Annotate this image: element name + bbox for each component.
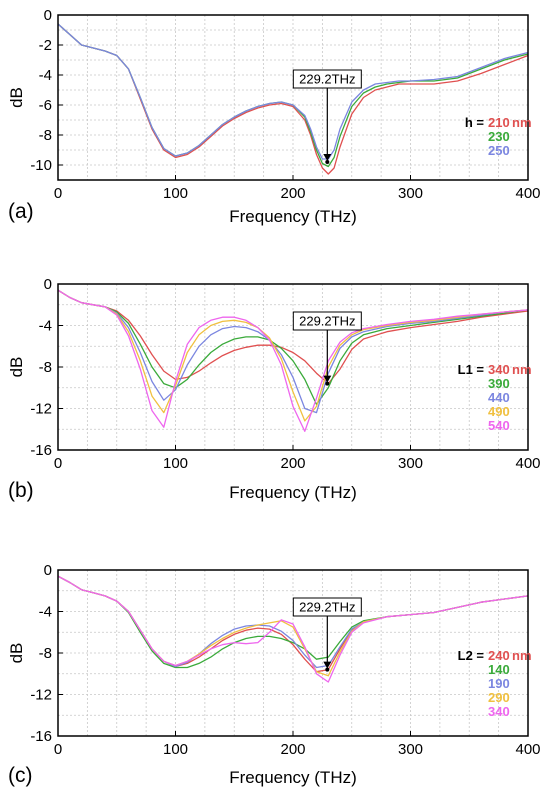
- y-tick-label: -8: [39, 359, 52, 376]
- x-axis-label: Frequency (THz): [229, 207, 357, 226]
- x-axis-label: Frequency (THz): [229, 768, 357, 787]
- y-axis-label: dB: [7, 643, 26, 664]
- legend-entry-490: 490: [488, 404, 510, 419]
- y-tick-label: -12: [30, 687, 52, 704]
- y-tick-label: -8: [39, 127, 52, 144]
- x-tick-label: 100: [163, 741, 188, 758]
- legend-entry-250: 250: [488, 143, 510, 158]
- chart-panel-3: 0 100 200 300 400 0 -4 -8 -12 -16 Frequency (THz) d…: [7, 562, 541, 787]
- y-tick-label: -10: [30, 157, 52, 174]
- x-tick-label: 100: [163, 455, 188, 472]
- y-axis-label: dB: [7, 357, 26, 378]
- y-tick-label: 0: [44, 7, 52, 24]
- x-tick-label: 0: [54, 741, 62, 758]
- legend-entry-140: 140: [488, 662, 510, 677]
- panel-label: (c): [8, 764, 33, 787]
- series-line-540: [57, 289, 529, 432]
- series-line-340: [57, 575, 529, 683]
- y-tick-label: -4: [39, 318, 52, 335]
- annotation-arrowhead: [323, 661, 332, 669]
- annotation-label: 229.2THz: [299, 600, 355, 615]
- legend-entry-290: 290: [488, 690, 510, 705]
- annotation-label: 229.2THz: [299, 72, 355, 87]
- x-tick-label: 0: [54, 455, 62, 472]
- annotation-label: 229.2THz: [299, 314, 355, 329]
- legend-entry-340: 340: [488, 362, 510, 377]
- x-axis-label: Frequency (THz): [229, 483, 357, 502]
- annotation-point: [325, 160, 330, 164]
- x-tick-label: 200: [280, 741, 305, 758]
- x-tick-label: 0: [54, 185, 62, 202]
- legend-entry-390: 390: [488, 376, 510, 391]
- series-line-440: [57, 289, 529, 414]
- y-tick-label: 0: [44, 276, 52, 293]
- series-line-250: [57, 23, 529, 160]
- x-tick-label: 300: [398, 455, 423, 472]
- legend-param: h =: [465, 115, 485, 130]
- x-tick-label: 100: [163, 185, 188, 202]
- x-tick-label: 200: [280, 185, 305, 202]
- chart-panel-1: 0 100 200 300 400 0 -2 -4 -6 -8 -10 Frequency (THz)…: [7, 7, 541, 226]
- y-tick-label: -12: [30, 401, 52, 418]
- legend-unit: nm: [512, 362, 532, 377]
- x-tick-label: 300: [398, 185, 423, 202]
- panel-label: (b): [8, 479, 34, 502]
- series-line-390: [57, 289, 529, 406]
- x-tick-label: 200: [280, 455, 305, 472]
- legend-entry-190: 190: [488, 676, 510, 691]
- x-tick-label: 400: [515, 185, 540, 202]
- panel-label: (a): [8, 200, 34, 223]
- y-tick-label: 0: [44, 562, 52, 579]
- annotation-point: [325, 381, 330, 386]
- x-tick-label: 300: [398, 741, 423, 758]
- series-line-340: [57, 289, 529, 385]
- y-tick-label: -4: [39, 604, 52, 621]
- legend-param: L1 =: [458, 362, 485, 377]
- x-tick-label: 400: [515, 455, 540, 472]
- legend-param: L2 =: [458, 648, 485, 663]
- y-axis-label: dB: [7, 87, 26, 108]
- legend-entry-340: 340: [488, 704, 510, 719]
- legend-unit: nm: [512, 115, 532, 130]
- y-tick-label: -4: [39, 67, 52, 84]
- annotation-arrowhead: [323, 154, 332, 161]
- legend-entry-230: 230: [488, 129, 510, 144]
- annotation-point: [325, 667, 330, 672]
- legend-entry-540: 540: [488, 418, 510, 433]
- x-tick-label: 400: [515, 741, 540, 758]
- chart-panel-2: 0 100 200 300 400 0 -4 -8 -12 -16 Frequency (THz) d…: [7, 276, 541, 502]
- legend-unit: nm: [512, 648, 532, 663]
- legend-entry-440: 440: [488, 390, 510, 405]
- annotation-arrowhead: [323, 375, 332, 383]
- y-tick-label: -8: [39, 645, 52, 662]
- y-tick-label: -6: [39, 97, 52, 114]
- y-tick-label: -2: [39, 37, 52, 54]
- legend-entry-240: 240: [488, 648, 510, 663]
- y-tick-label: -16: [30, 442, 52, 459]
- legend-entry-210: 210: [488, 115, 510, 130]
- y-tick-label: -16: [30, 728, 52, 745]
- series-line-490: [57, 289, 529, 422]
